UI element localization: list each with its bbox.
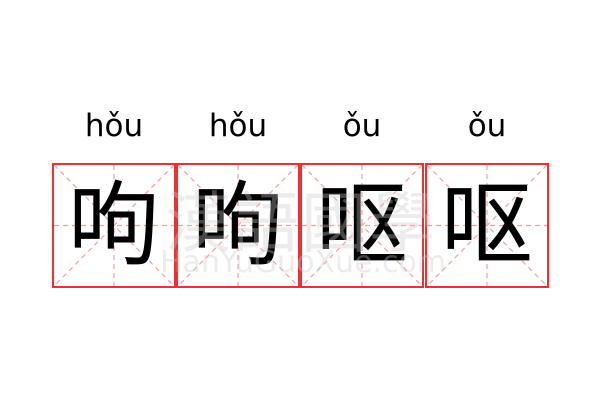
guide-lines — [178, 165, 298, 286]
character-3: 呕 — [315, 172, 408, 279]
pinyin-2: hǒu — [208, 108, 268, 144]
pinyin-1: hǒu — [84, 108, 144, 144]
guide-lines — [427, 165, 547, 286]
grid-cell-3: 呕 — [300, 163, 424, 288]
character-grid: 呴 呴 呕 呕 — [52, 163, 549, 288]
guide-lines — [54, 165, 174, 286]
character-1: 呴 — [67, 172, 160, 279]
character-4: 呕 — [440, 172, 533, 279]
pinyin-3: ǒu — [342, 108, 382, 144]
guide-lines — [302, 165, 422, 286]
character-2: 呴 — [191, 172, 284, 279]
pinyin-4: ǒu — [467, 108, 507, 144]
grid-cell-4: 呕 — [425, 163, 549, 288]
grid-cell-2: 呴 — [176, 163, 300, 288]
grid-cell-1: 呴 — [52, 163, 176, 288]
